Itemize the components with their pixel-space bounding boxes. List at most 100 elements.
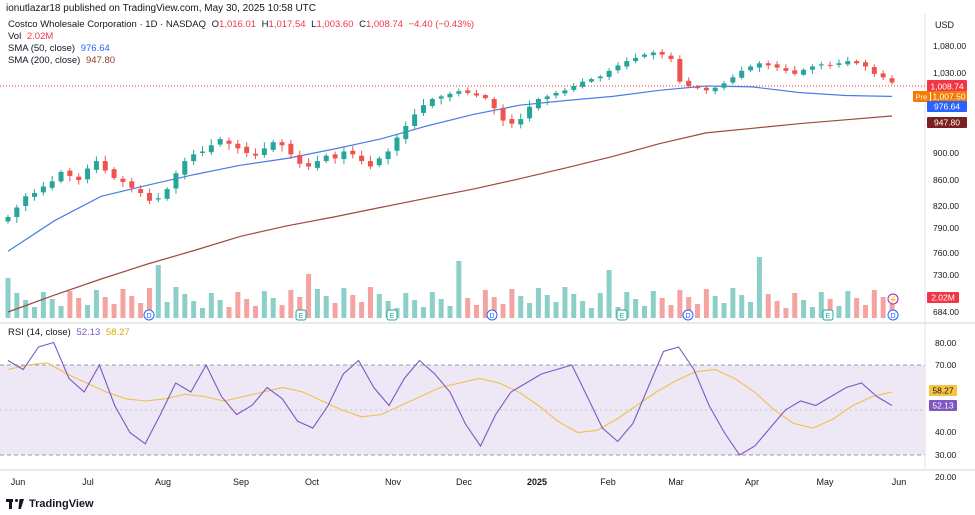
volume-bar: [217, 300, 223, 318]
volume-bar: [765, 294, 771, 318]
candles: [5, 49, 895, 224]
tradingview-brand[interactable]: TradingView: [6, 498, 94, 510]
candle-body: [836, 63, 842, 65]
candle-body: [606, 70, 612, 77]
volume-bar: [509, 289, 515, 318]
candle-body: [323, 155, 329, 162]
volume-bar: [474, 305, 480, 318]
legend-sma200: 947.80: [85, 55, 116, 66]
last-price-tag: 1,008.74: [927, 80, 967, 92]
rsi-ticks: 80.00 70.00 40.00 30.00 20.00: [935, 338, 957, 482]
volume-bar: [491, 297, 497, 318]
candle-body: [801, 69, 807, 75]
time-label-9: Mar: [668, 477, 684, 487]
candle-body: [261, 148, 267, 156]
volume-bar: [624, 292, 630, 318]
candle-body: [615, 65, 621, 71]
candle-body: [633, 57, 639, 62]
time-label-11: May: [816, 477, 834, 487]
rsi-legend-label[interactable]: RSI (14, close): [8, 327, 71, 338]
candle-body: [111, 169, 117, 178]
volume-bar: [650, 291, 656, 318]
volume-bar: [76, 298, 82, 318]
tradingview-logo-icon: [6, 499, 24, 509]
candle-body: [447, 93, 453, 98]
candle-body: [544, 96, 550, 99]
volume-bar: [597, 293, 603, 318]
volume-bar: [535, 288, 541, 318]
event-marker-badge: [295, 309, 307, 321]
event-marker-label: E: [620, 313, 625, 320]
candle-body: [456, 91, 462, 94]
time-label-3: Sep: [233, 477, 249, 487]
candle-body: [818, 64, 824, 66]
volume-bar: [748, 302, 754, 318]
volume-bar: [85, 305, 91, 318]
candle-body: [677, 58, 683, 82]
candle-body: [880, 73, 886, 78]
candle-body: [854, 61, 860, 64]
candle-body: [14, 207, 20, 217]
volume-bar: [571, 294, 577, 318]
volume-bar: [792, 293, 798, 318]
candle-body: [748, 66, 754, 71]
legend-close-label: C: [359, 19, 366, 30]
sma200-layer: [7, 115, 893, 313]
rsi-tick-0: 80.00: [935, 338, 957, 348]
publisher-line: ionutlazar18 published on TradingView.co…: [6, 3, 317, 14]
volume-bars: [5, 257, 895, 318]
legend-sma200-label[interactable]: SMA (200, close): [8, 55, 81, 66]
candle-body: [235, 143, 241, 149]
volume-bar: [199, 308, 205, 318]
candle-body: [350, 150, 356, 155]
rsi-ma-line: [7, 362, 893, 434]
legend-title[interactable]: Costco Wholesale Corporation · 1D · NASD…: [8, 19, 206, 30]
candle-body: [226, 140, 232, 144]
volume-bar: [562, 287, 568, 318]
time-label-7: 2025: [527, 477, 547, 487]
price-tick-5: 820.00: [933, 201, 959, 211]
volume-bar: [58, 306, 64, 318]
candle-body: [191, 154, 197, 162]
volume-bar: [482, 290, 488, 318]
candle-body: [199, 151, 205, 153]
legend-open-label: O: [211, 19, 220, 30]
event-marker-label: E: [299, 313, 304, 320]
legend-low: 1,003.60: [316, 19, 354, 30]
legend-change: −4.40 (−0.43%): [408, 19, 475, 30]
candle-body: [527, 106, 533, 119]
candle-body: [429, 99, 435, 106]
candle-body: [403, 126, 409, 140]
volume-bar: [580, 301, 586, 318]
volume-bar: [456, 261, 462, 318]
time-label-4: Oct: [305, 477, 320, 487]
volume-bar: [465, 298, 471, 318]
volume-bar: [801, 300, 807, 318]
candle-body: [306, 163, 312, 167]
earnings-flag-icon[interactable]: ⚡: [887, 293, 899, 305]
volume-bar: [306, 274, 312, 318]
time-label-2: Aug: [155, 477, 171, 487]
legend-sma50: 976.64: [80, 43, 110, 54]
volume-bar: [730, 288, 736, 318]
legend-vol-label[interactable]: Vol: [8, 31, 22, 42]
candle-body: [412, 114, 418, 126]
candle-body: [889, 78, 895, 83]
volume-bar: [288, 290, 294, 318]
volume-bar: [588, 308, 594, 318]
candle-body: [93, 161, 99, 170]
currency-label: USD: [935, 20, 955, 30]
candle-body: [5, 217, 11, 222]
candle-body: [253, 153, 259, 156]
event-marker-label: D: [890, 313, 895, 320]
legend-sma50-label[interactable]: SMA (50, close): [8, 43, 76, 54]
candle-body: [438, 96, 444, 99]
volume-bar: [350, 295, 356, 318]
volume-bar: [226, 307, 232, 318]
volume-bar: [359, 302, 365, 318]
candle-body: [341, 151, 347, 160]
candle-body: [367, 161, 373, 167]
volume-bar: [695, 304, 701, 318]
candle-body: [518, 119, 524, 125]
